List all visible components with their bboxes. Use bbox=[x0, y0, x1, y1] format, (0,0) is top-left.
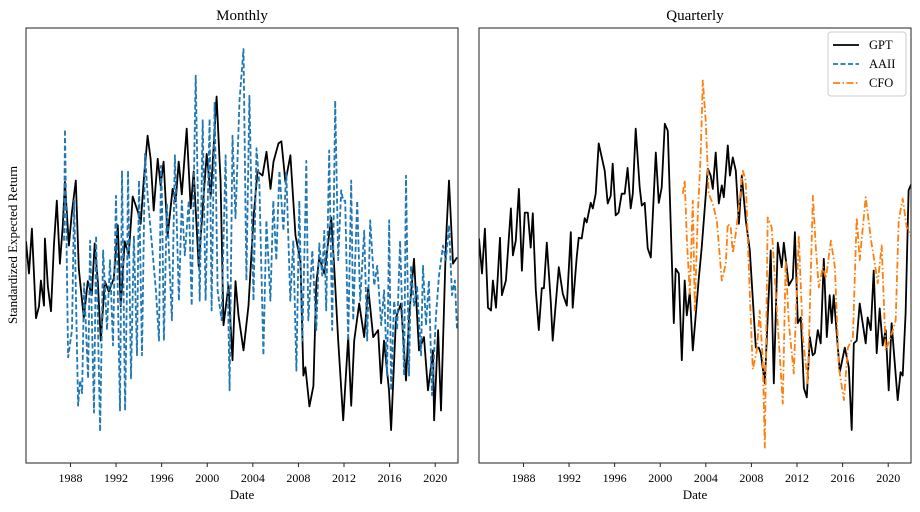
x-tick-label: 1988 bbox=[58, 471, 82, 485]
x-tick-label: 2004 bbox=[694, 471, 718, 485]
legend-label-aaii: AAII bbox=[869, 57, 895, 71]
x-tick-label: 1996 bbox=[150, 471, 174, 485]
quarterly-series-cfo bbox=[681, 79, 911, 449]
x-tick-label: 2004 bbox=[241, 471, 265, 485]
legend-label-cfo: CFO bbox=[869, 76, 893, 90]
monthly-x-ticks: 1988 1992 1996 2000 2004 2008 2012 2016 2020 bbox=[58, 463, 447, 485]
quarterly-panel: Quarterly 1988 1992 1996 2000 2004 2008 2012 20… bbox=[478, 8, 912, 502]
quarterly-title: Quarterly bbox=[666, 8, 724, 24]
monthly-series-aaii bbox=[63, 48, 458, 433]
x-tick-label: 2016 bbox=[831, 471, 855, 485]
x-tick-label: 2000 bbox=[648, 471, 672, 485]
y-axis-label: Standardized Expected Return bbox=[5, 165, 20, 324]
legend: GPT AAII CFO bbox=[827, 31, 907, 97]
x-tick-label: 2020 bbox=[876, 471, 900, 485]
legend-frame bbox=[827, 31, 907, 97]
monthly-panel: Monthly 1988 1992 1996 2000 2004 2008 2012 2016… bbox=[25, 8, 459, 502]
quarterly-axes-frame bbox=[478, 27, 912, 464]
x-tick-label: 2012 bbox=[332, 471, 356, 485]
x-tick-label: 1996 bbox=[603, 471, 627, 485]
x-tick-label: 2000 bbox=[195, 471, 219, 485]
x-tick-label: 2020 bbox=[423, 471, 447, 485]
x-tick-label: 1988 bbox=[511, 471, 535, 485]
x-tick-label: 2016 bbox=[378, 471, 402, 485]
x-tick-label: 2008 bbox=[739, 471, 763, 485]
legend-entry-gpt: GPT bbox=[833, 38, 893, 52]
quarterly-series-gpt bbox=[479, 122, 911, 432]
x-tick-label: 1992 bbox=[557, 471, 581, 485]
legend-entry-aaii: AAII bbox=[833, 57, 895, 71]
monthly-title: Monthly bbox=[216, 8, 268, 24]
legend-entry-cfo: CFO bbox=[833, 76, 893, 90]
x-tick-label: 1992 bbox=[104, 471, 128, 485]
monthly-series-layer bbox=[26, 48, 458, 433]
quarterly-x-axis-label: Date bbox=[683, 487, 708, 502]
monthly-x-axis-label: Date bbox=[230, 487, 255, 502]
quarterly-series-layer bbox=[479, 79, 911, 449]
monthly-axes-frame bbox=[25, 27, 459, 464]
legend-label-gpt: GPT bbox=[869, 38, 893, 52]
x-tick-label: 2008 bbox=[286, 471, 310, 485]
quarterly-x-ticks: 1988 1992 1996 2000 2004 2008 2012 2016 2020 bbox=[511, 463, 900, 485]
x-tick-label: 2012 bbox=[785, 471, 809, 485]
